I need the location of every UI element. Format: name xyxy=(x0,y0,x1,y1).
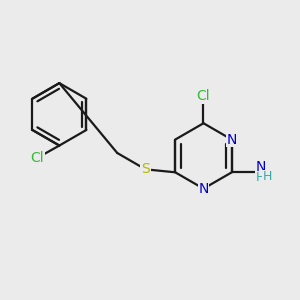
Text: H: H xyxy=(263,170,272,183)
Text: Cl: Cl xyxy=(30,151,44,165)
Text: H: H xyxy=(256,171,265,184)
Text: Cl: Cl xyxy=(197,89,210,103)
Text: N: N xyxy=(198,182,209,196)
Text: S: S xyxy=(141,162,150,176)
Text: N: N xyxy=(256,160,266,174)
Text: N: N xyxy=(226,133,237,147)
